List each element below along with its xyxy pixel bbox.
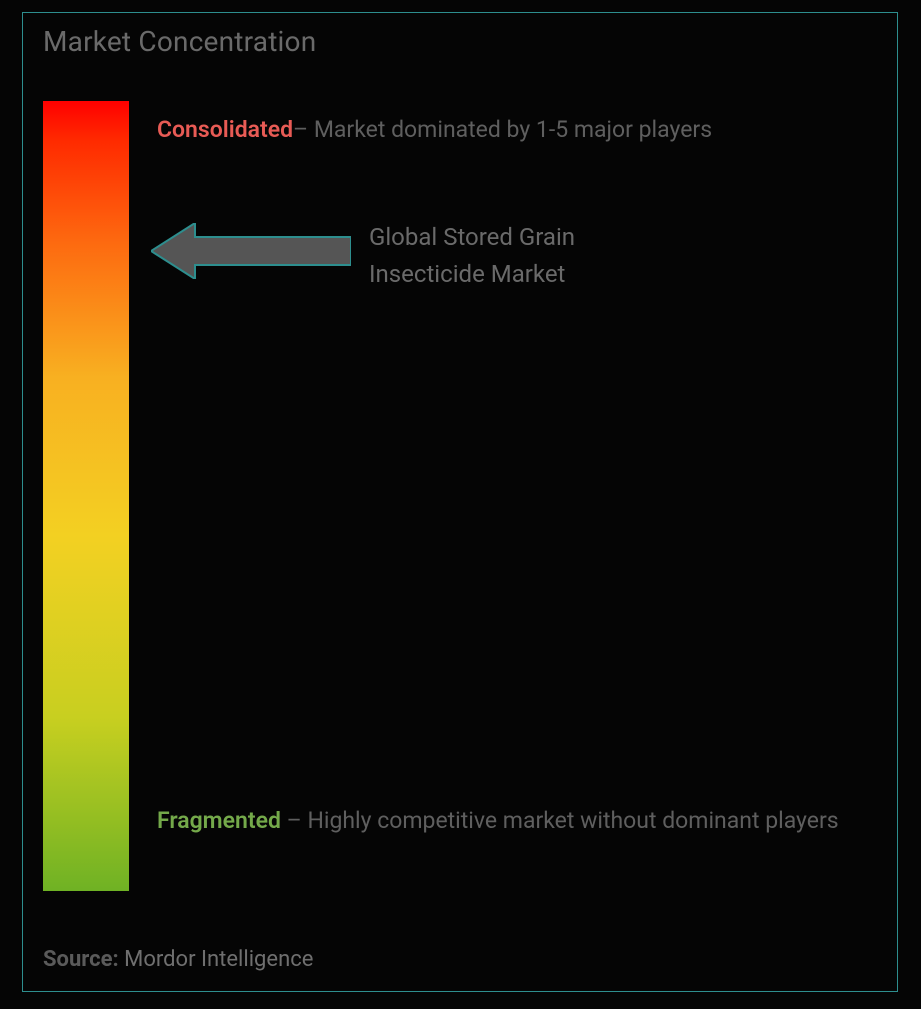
pointer-label: Global Stored Grain Insecticide Market: [369, 219, 669, 293]
source-value: Mordor Intelligence: [119, 947, 314, 972]
arrow-left-icon: [151, 223, 351, 279]
pointer-arrow: [151, 223, 351, 279]
fragmented-term: Fragmented: [157, 807, 281, 834]
fragmented-label: Fragmented – Highly competitive market w…: [157, 799, 839, 844]
source-label: Source:: [43, 947, 119, 972]
consolidated-desc: – Market dominated by 1-5 major players: [293, 116, 712, 143]
concentration-gradient-bar: [43, 101, 129, 891]
fragmented-desc: – Highly competitive market without domi…: [281, 807, 839, 834]
consolidated-label: Consolidated– Market dominated by 1-5 ma…: [157, 113, 712, 148]
consolidated-term: Consolidated: [157, 116, 293, 143]
infographic-card: Market Concentration Consolidated– Marke…: [22, 12, 898, 992]
source-line: Source: Mordor Intelligence: [43, 947, 313, 972]
chart-title: Market Concentration: [43, 25, 316, 58]
